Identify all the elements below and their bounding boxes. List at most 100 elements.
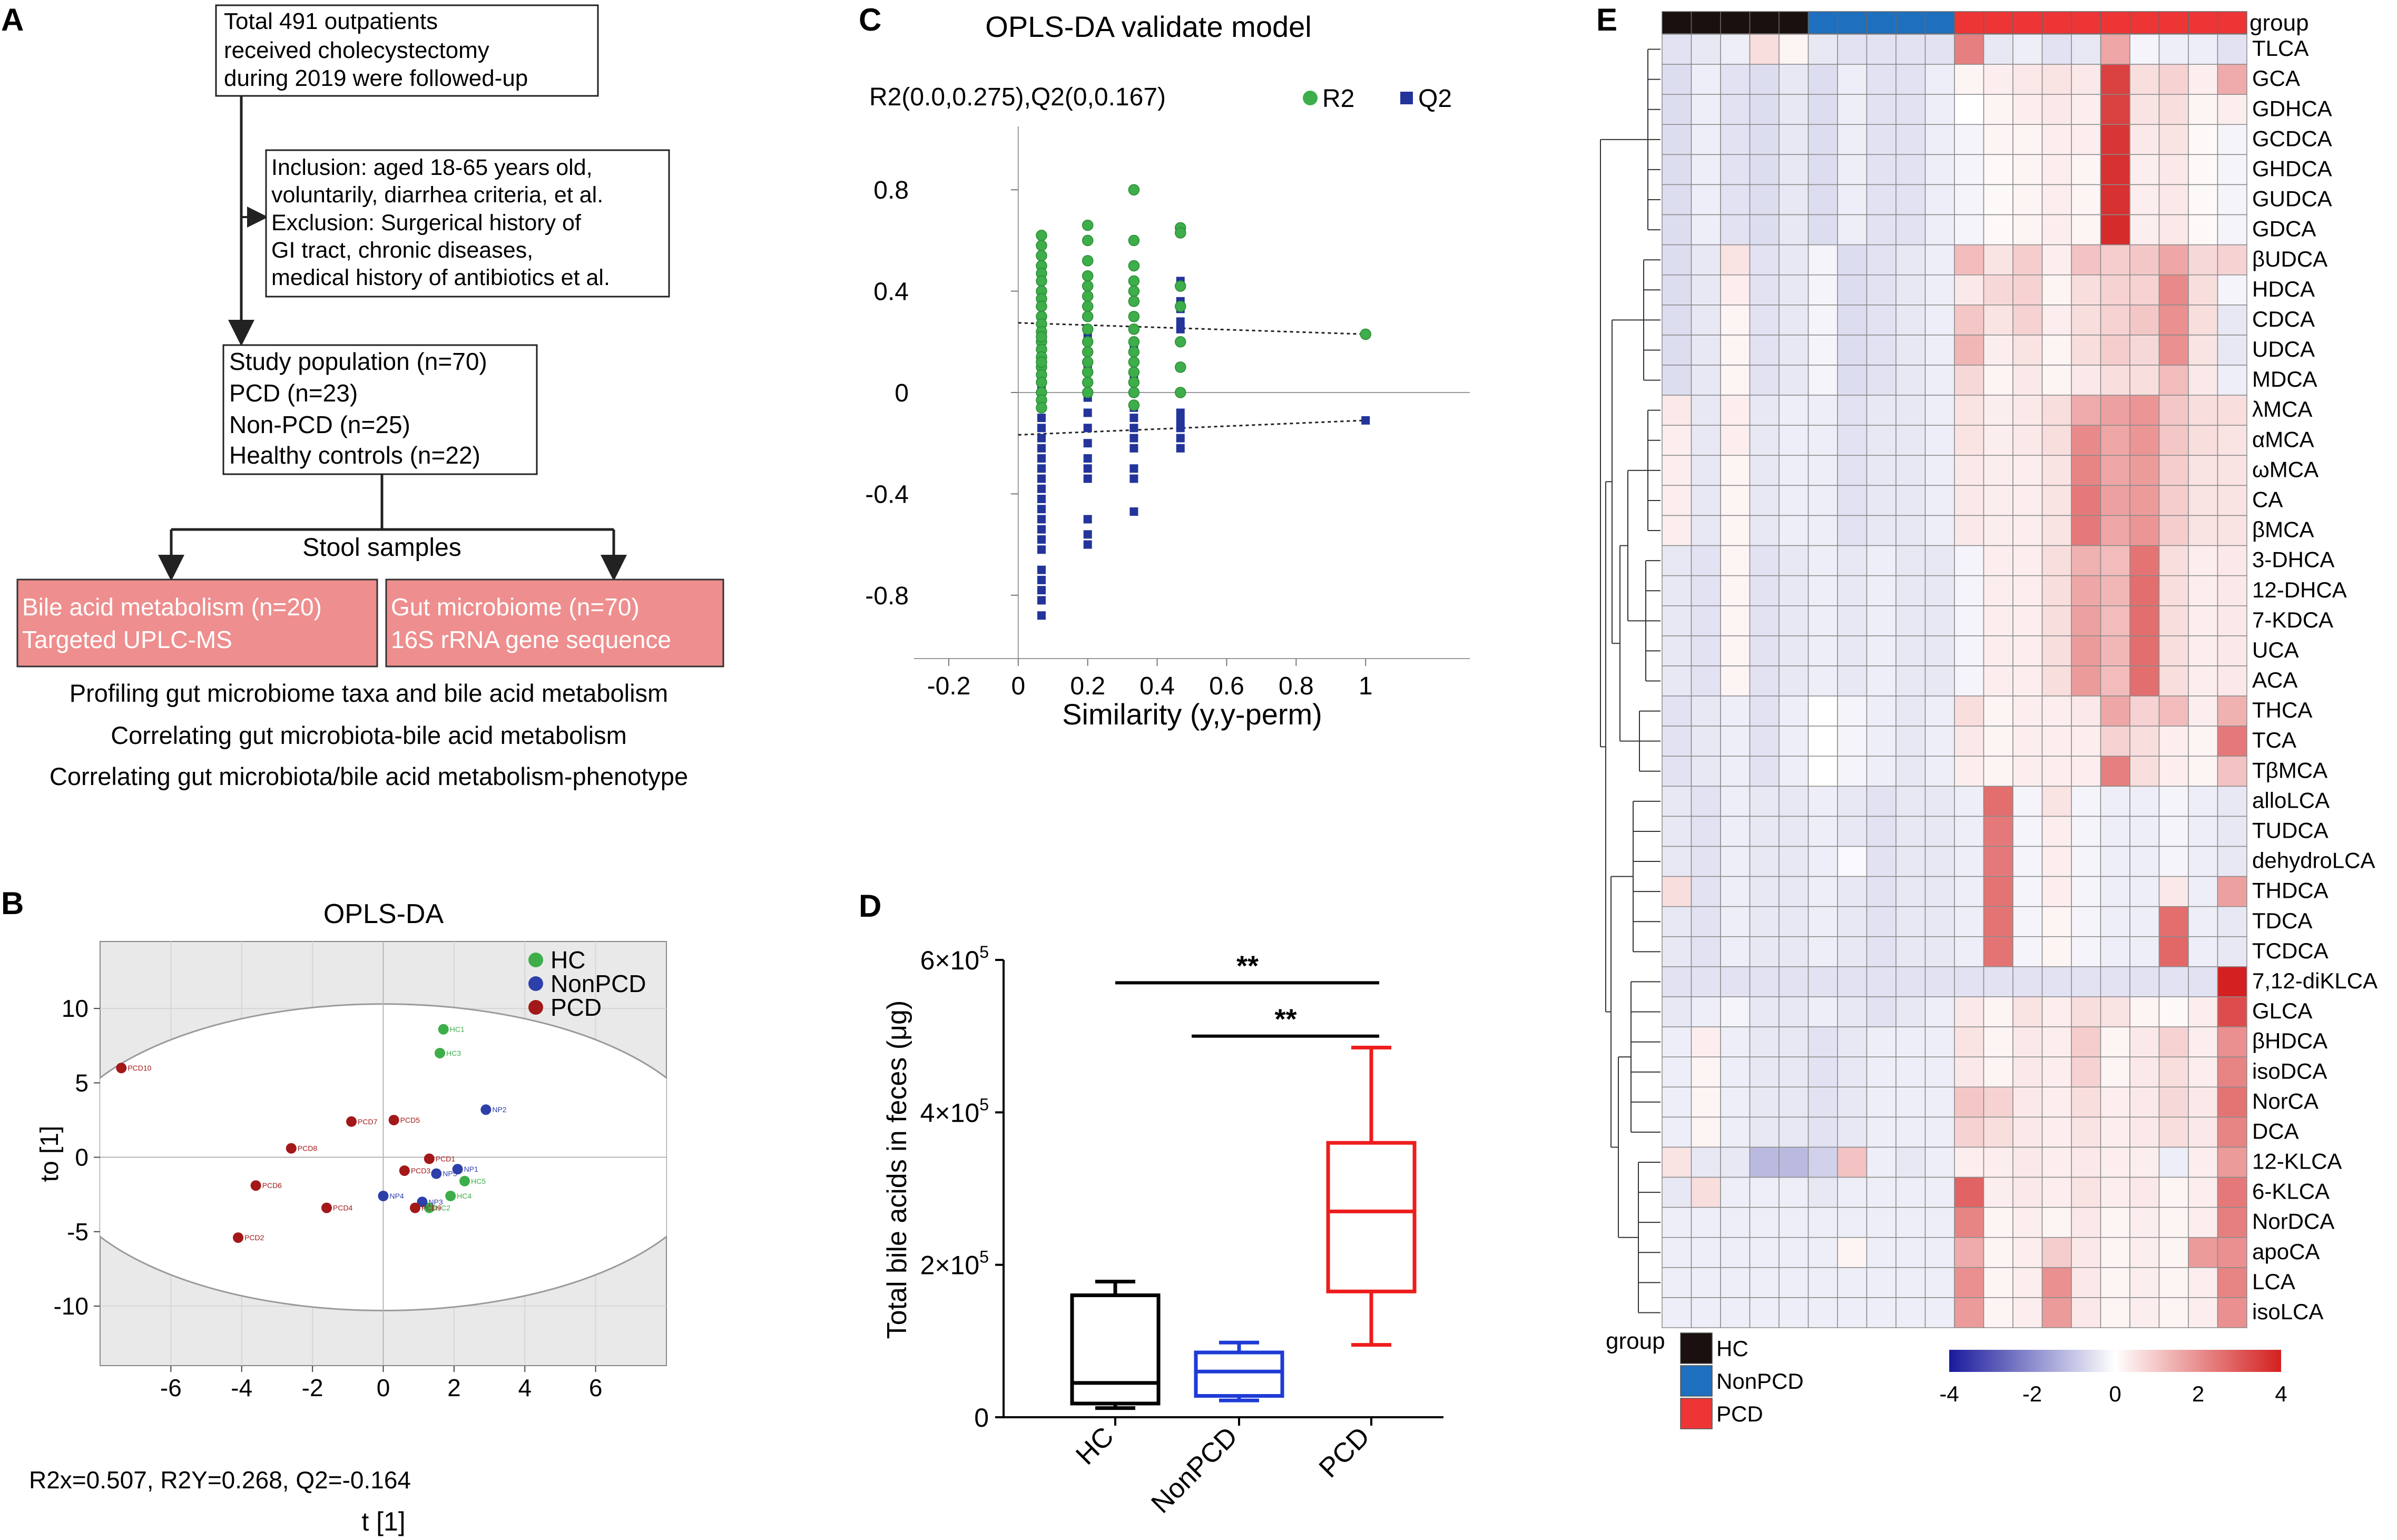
e-cell-5-15 (2100, 184, 2130, 215)
e-cell-34-3 (1749, 1056, 1780, 1088)
b-point-np4 (378, 1191, 389, 1201)
c-q2-point-2-14 (1129, 507, 1138, 516)
e-cell-31-6 (1837, 966, 1868, 997)
e-cell-29-18 (2188, 906, 2218, 937)
e-cell-37-8 (1895, 1146, 1926, 1178)
e-cell-21-18 (2188, 665, 2218, 697)
c-r2-point-1-4 (1082, 280, 1094, 292)
e-row-label-29: TDCA (2252, 908, 2312, 933)
e-cell-41-4 (1779, 1267, 1809, 1298)
e-cell-35-7 (1866, 1086, 1897, 1118)
e-cell-0-3 (1749, 34, 1780, 65)
b-point-hc5 (459, 1175, 470, 1186)
c-q2-point-1-12 (1083, 530, 1092, 539)
e-cell-37-18 (2188, 1146, 2218, 1178)
b-point-label-pcd7: PCD7 (358, 1117, 378, 1126)
e-cell-30-16 (2129, 936, 2160, 967)
e-cell-28-14 (2071, 876, 2101, 907)
c-q2-point-1-6 (1083, 424, 1092, 433)
e-cell-7-15 (2100, 244, 2130, 276)
e-cell-39-16 (2129, 1207, 2160, 1238)
e-cell-7-16 (2129, 244, 2160, 276)
e-cell-14-17 (2158, 455, 2189, 486)
e-cell-10-18 (2188, 335, 2218, 366)
e-cell-41-11 (1983, 1267, 2013, 1298)
e-cell-17-3 (1749, 545, 1780, 576)
e-cell-25-5 (1807, 786, 1838, 817)
e-cell-5-8 (1895, 184, 1926, 215)
e-cell-3-8 (1895, 124, 1926, 155)
e-cell-42-10 (1954, 1297, 1985, 1328)
e-cell-16-4 (1779, 515, 1809, 546)
e-row-label-27: dehydroLCA (2252, 848, 2375, 873)
e-cell-42-8 (1895, 1297, 1926, 1328)
e-cell-4-10 (1954, 154, 1985, 185)
e-cell-15-14 (2071, 485, 2101, 516)
e-cell-6-19 (2217, 214, 2247, 246)
e-cell-6-3 (1749, 214, 1780, 246)
e-cell-15-15 (2100, 485, 2130, 516)
e-cell-9-3 (1749, 305, 1780, 336)
e-cell-23-12 (2012, 725, 2043, 757)
e-cell-14-13 (2041, 455, 2072, 486)
e-cell-41-12 (2012, 1267, 2043, 1298)
c-r2-point-2-8 (1128, 336, 1140, 348)
e-cell-20-9 (1924, 635, 1955, 666)
e-cell-34-16 (2129, 1056, 2160, 1088)
b-xtick-label-5: 4 (518, 1374, 532, 1401)
e-row-label-18: 12-DHCA (2252, 577, 2347, 602)
e-cell-36-16 (2129, 1116, 2160, 1148)
e-cell-14-8 (1895, 455, 1926, 486)
e-cell-35-17 (2158, 1086, 2189, 1118)
e-row-label-25: alloLCA (2252, 788, 2330, 812)
aim-1: Profiling gut microbiome taxa and bile a… (70, 679, 668, 707)
e-row-label-34: isoDCA (2252, 1058, 2327, 1083)
d-xtick-label-1: NonPCD (1145, 1421, 1243, 1519)
e-cell-26-11 (1983, 816, 2013, 847)
e-cell-21-13 (2041, 665, 2072, 697)
e-cell-9-19 (2217, 305, 2247, 336)
e-row-label-4: GHDCA (2252, 156, 2332, 181)
e-cell-12-6 (1837, 395, 1868, 426)
aim-2: Correlating gut microbiota-bile acid met… (111, 721, 627, 749)
e-cell-23-8 (1895, 725, 1926, 757)
e-cell-10-0 (1662, 335, 1692, 366)
e-cell-40-15 (2100, 1237, 2130, 1268)
e-cell-4-16 (2129, 154, 2160, 185)
e-cell-17-0 (1662, 545, 1692, 576)
e-cell-42-16 (2129, 1297, 2160, 1328)
e-cell-31-9 (1924, 966, 1955, 997)
e-cell-13-12 (2012, 425, 2043, 456)
e-cell-20-18 (2188, 635, 2218, 666)
e-cell-29-13 (2041, 906, 2072, 937)
c-legend-q2-marker (1400, 92, 1413, 104)
e-cell-2-13 (2041, 94, 2072, 125)
c-q2-point-1-5 (1083, 408, 1092, 417)
e-cell-22-10 (1954, 695, 1985, 727)
e-cell-22-19 (2217, 695, 2247, 727)
e-cell-21-12 (2012, 665, 2043, 697)
e-cell-16-12 (2012, 515, 2043, 546)
e-row-label-37: 12-KLCA (2252, 1149, 2342, 1174)
e-cell-41-5 (1807, 1267, 1838, 1298)
e-cell-23-15 (2100, 725, 2130, 757)
e-cells (1662, 34, 2247, 1328)
e-cell-37-0 (1662, 1146, 1692, 1178)
e-cell-39-10 (1954, 1207, 1985, 1238)
e-cell-20-12 (2012, 635, 2043, 666)
e-cell-28-0 (1662, 876, 1692, 907)
e-cell-19-15 (2100, 605, 2130, 636)
b-ytick-label-1: 5 (75, 1069, 89, 1096)
e-cell-18-13 (2041, 575, 2072, 606)
e-cell-17-9 (1924, 545, 1955, 576)
e-cell-30-13 (2041, 936, 2072, 967)
e-cell-22-0 (1662, 695, 1692, 727)
e-cell-35-6 (1837, 1086, 1868, 1118)
b-point-hc3 (435, 1047, 445, 1058)
e-row-label-13: αMCA (2252, 427, 2314, 452)
e-cell-3-5 (1807, 124, 1838, 155)
e-cell-31-15 (2100, 966, 2130, 997)
e-color-scale-bar (1949, 1350, 2281, 1372)
e-cell-17-7 (1866, 545, 1897, 576)
b-point-np2 (480, 1104, 492, 1115)
